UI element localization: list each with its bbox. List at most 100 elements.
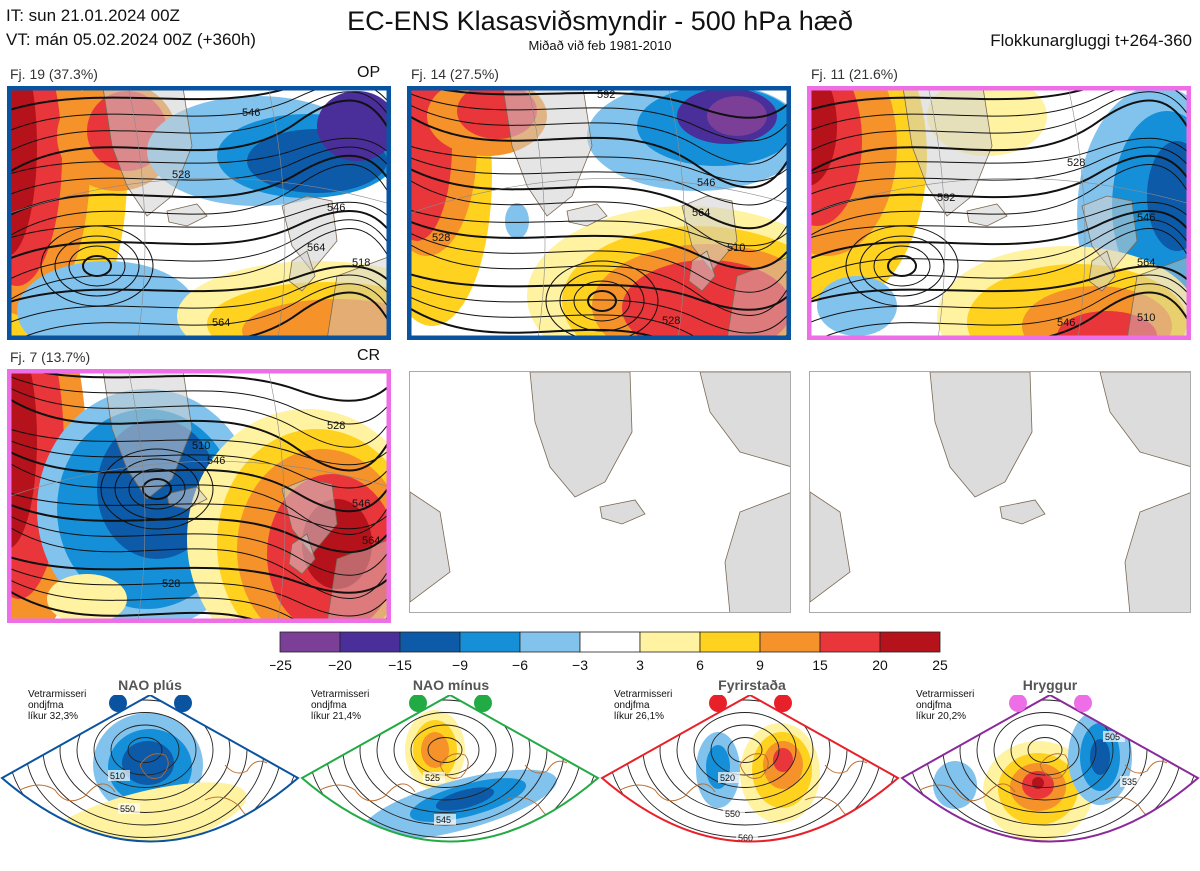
- colorbar-tick-label: 15: [812, 657, 828, 673]
- svalbard-shape: [699, 372, 790, 467]
- regime-dot-icon: [474, 695, 492, 712]
- cluster-map-svg: 528 546 564 510 592 528: [407, 86, 791, 340]
- colorbar-swatch: [339, 631, 401, 653]
- anomaly-shading: [773, 748, 793, 772]
- closed-contour: [54, 235, 140, 297]
- scandinavia-shape: [281, 478, 338, 555]
- europe-shape: [326, 255, 391, 340]
- closed-contour: [859, 235, 945, 297]
- regime-4-title: Hryggur: [1022, 677, 1078, 693]
- regime-dot-icon: [1009, 695, 1027, 712]
- contour-label: 518: [352, 257, 370, 269]
- anomaly-shading: [1032, 777, 1044, 789]
- regime-2-title: NAO mínus: [412, 677, 490, 693]
- contour-label: 564: [692, 207, 710, 219]
- labrador-shape: [810, 491, 851, 603]
- window-label: Flokkunargluggi t+264-360: [990, 31, 1192, 50]
- regime-3-stats: Vetrarmisseri ondjfma líkur 26,1%: [614, 689, 673, 722]
- closed-contour: [114, 458, 200, 520]
- anomaly-shading: [421, 732, 449, 768]
- contour-line: [393, 712, 497, 788]
- contour-label: 505: [1105, 732, 1120, 742]
- contour-line: [993, 712, 1097, 788]
- anomaly-shading: [1057, 311, 1157, 340]
- regime-frame: [900, 695, 1200, 843]
- regime-map-1: 510 550: [0, 695, 300, 843]
- cluster-2-label: Fj. 14 (27.5%): [411, 66, 499, 82]
- closed-contour: [845, 225, 959, 307]
- britain-shape: [288, 250, 316, 292]
- cluster-frame: [807, 86, 1191, 340]
- contour-line: [676, 699, 814, 801]
- cluster-frame: [407, 86, 791, 340]
- contour-label: 546: [352, 498, 370, 510]
- cluster-map-svg: 528 546 564 510 592 546: [807, 86, 1191, 340]
- regime-map-2: 525 545 565: [300, 695, 600, 859]
- europe-shape: [1124, 492, 1190, 612]
- land-outline: [102, 86, 391, 340]
- colorbar-swatch: [819, 631, 881, 653]
- iceland-shape: [999, 499, 1046, 525]
- greenland-shape: [529, 372, 633, 498]
- cluster-map-4: 528 546 564 510 546 528: [7, 369, 391, 623]
- cluster-frame: [7, 369, 391, 623]
- contour-label: 546: [327, 202, 345, 214]
- anomaly-shading: [505, 203, 529, 239]
- colorbar-tick-label: −9: [452, 657, 468, 673]
- cluster-map-3: 528 546 564 510 592 546: [807, 86, 1191, 340]
- contour-label: 592: [937, 192, 955, 204]
- regime-frame: [0, 695, 300, 843]
- closed-contour: [887, 255, 917, 277]
- contour-label: 528: [432, 232, 450, 244]
- regime-dot-icon: [174, 695, 192, 712]
- contour-label: 546: [1057, 317, 1075, 329]
- cluster-4-label: Fj. 7 (13.7%): [10, 349, 91, 365]
- scandinavia-shape: [681, 195, 738, 272]
- regime-1-title: NAO plús: [118, 677, 182, 693]
- regime-fan: 525 545 565: [302, 695, 598, 859]
- contour-label: 528: [162, 578, 180, 590]
- iceland-shape: [166, 203, 208, 227]
- britain-shape: [688, 250, 716, 292]
- anomaly-shading: [1012, 849, 1044, 861]
- contour-label: 546: [242, 107, 260, 119]
- contour-line: [76, 699, 214, 801]
- anomaly-shading: [17, 261, 197, 340]
- colorbar-tick-label: 9: [756, 657, 764, 673]
- anomaly-shading: [7, 369, 37, 549]
- contour-line: [59, 695, 231, 813]
- closed-contour: [587, 290, 617, 312]
- contour-line: [376, 699, 514, 801]
- cluster-frame: [7, 86, 391, 340]
- contour-label: 546: [207, 455, 225, 467]
- closed-contour: [142, 478, 172, 500]
- greenland-shape: [102, 86, 193, 217]
- europe-shape: [724, 492, 790, 612]
- greenland-shape: [102, 369, 193, 500]
- regime-1-stats: Vetrarmisseri ondjfma líkur 32,3%: [28, 689, 87, 722]
- contour-label: 565: [448, 849, 463, 859]
- colorbar-swatch: [459, 631, 521, 653]
- colorbar-swatch: [759, 631, 821, 653]
- contour-line: [727, 737, 763, 763]
- graticule: [807, 86, 1191, 340]
- closed-contour: [68, 245, 126, 287]
- contour-label: 525: [425, 773, 440, 783]
- contour-label: 560: [1120, 837, 1135, 847]
- cluster-map-svg: 528 546 564 518 546 564: [7, 86, 391, 340]
- contour-line: [407, 305, 667, 340]
- colorbar-tick-label: −25: [270, 657, 292, 673]
- contour-line: [359, 695, 531, 813]
- contour-label: 592: [597, 89, 615, 101]
- contour-label: 528: [1067, 157, 1085, 169]
- contour-line: [976, 699, 1114, 801]
- regime-dot-icon: [709, 695, 727, 712]
- anomaly-shading: [1090, 739, 1110, 775]
- contour-label: 510: [1137, 312, 1155, 324]
- colorbar-swatch: [699, 631, 761, 653]
- colorbar-tick-label: −6: [512, 657, 528, 673]
- iceland-shape: [599, 499, 646, 525]
- iceland-shape: [966, 203, 1008, 227]
- closed-contour: [573, 280, 631, 322]
- contour-line: [1010, 724, 1080, 776]
